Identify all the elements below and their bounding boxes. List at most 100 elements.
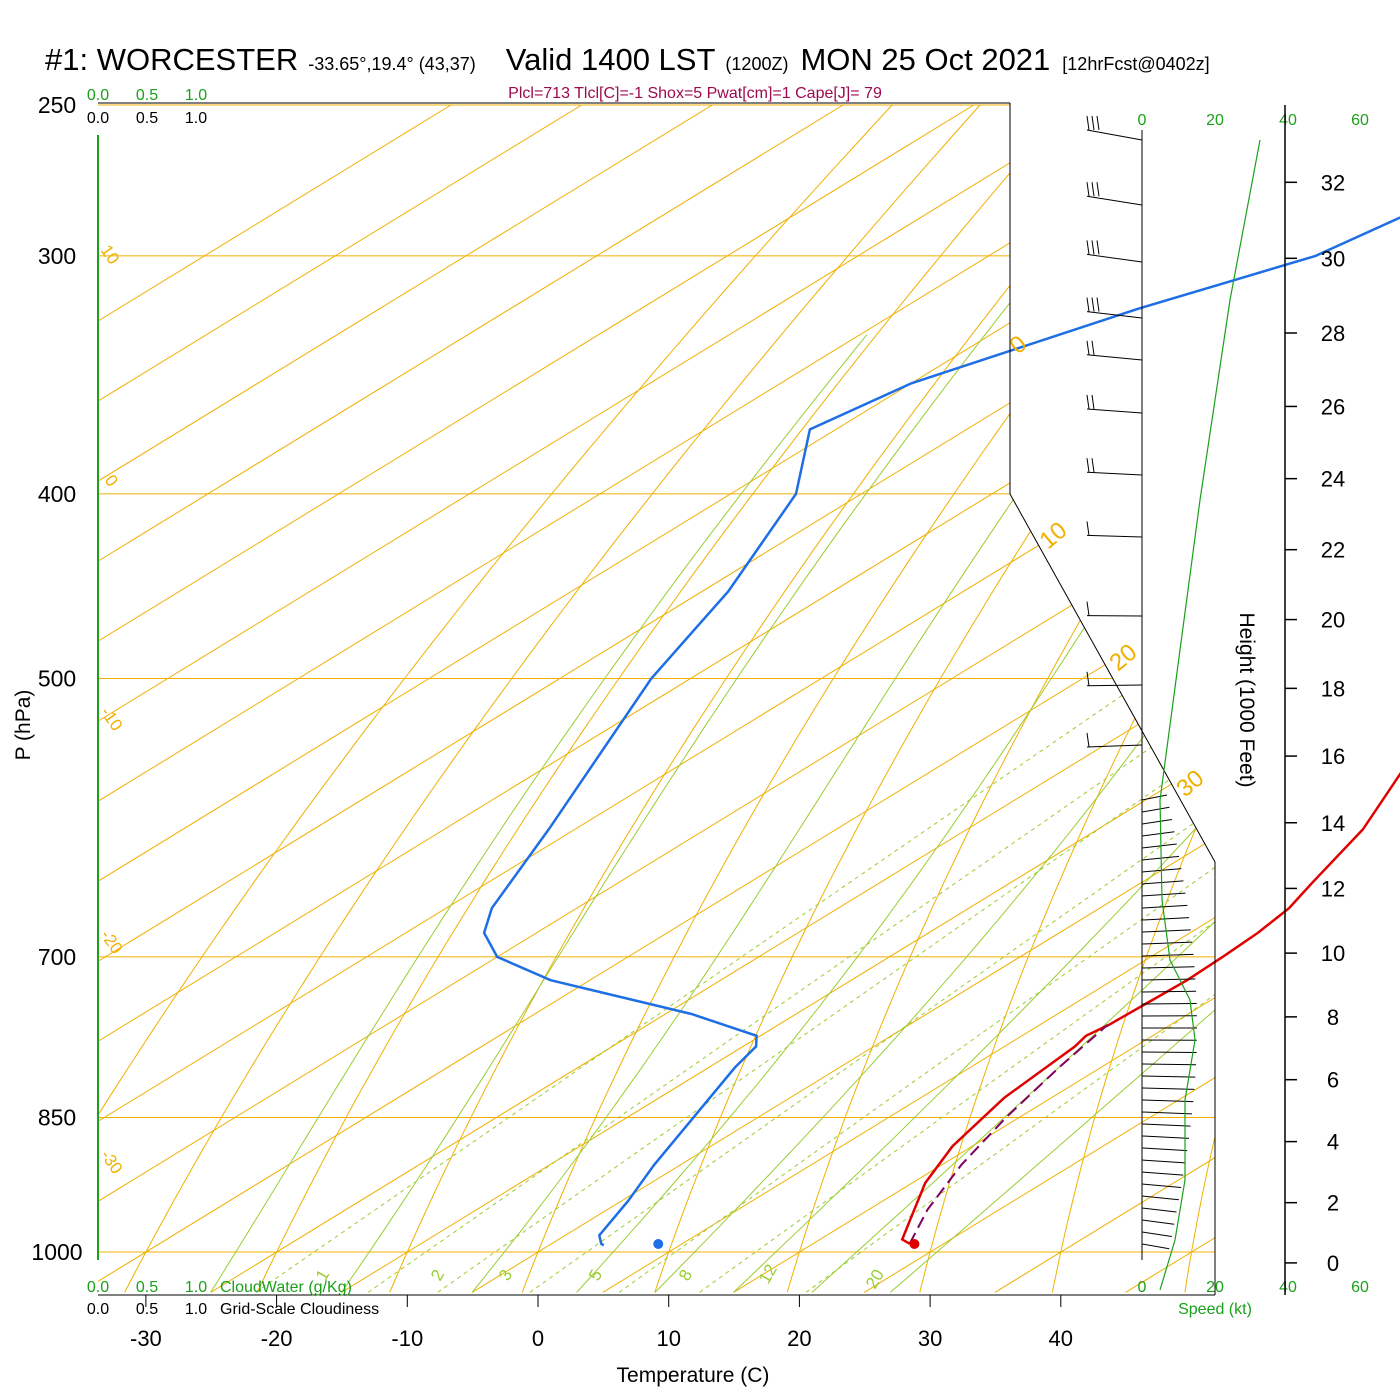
temperature-tick-label: 10 [656,1326,680,1351]
pressure-tick-label: 300 [38,243,76,269]
pressure-tick-label: 850 [38,1105,76,1131]
wind-barb-flag [1096,115,1100,131]
svg-text:20: 20 [1206,1279,1224,1296]
wind-barb [1141,990,1197,993]
wind-barb [1141,966,1195,969]
wind-barb [1141,1207,1177,1213]
wind-barb-flag [1096,182,1100,197]
temperature-profile [900,771,1400,1245]
pressure-tick-label: 400 [38,481,76,507]
wind-barb [1141,1063,1197,1066]
svg-text:20: 20 [1206,112,1224,129]
dry-adiabat [654,104,1215,1293]
isotherm-label: -30 [97,1146,127,1177]
cloud-scale-bottom: 0.0 0.5 1.0 CloudWater (g/Kg) 0.0 0.5 1.… [87,1279,379,1318]
temperature-axis-title: Temperature (C) [617,1364,770,1387]
wind-barb-flag [1091,297,1095,312]
wind-barb [1141,1123,1191,1127]
surface-dewpoint-dot [653,1239,664,1249]
wind-barb [1141,1219,1175,1225]
wind-barb-flag [1091,394,1095,410]
isotherm [98,104,974,1293]
svg-text:40: 40 [1279,1279,1297,1296]
isotherm [98,104,452,1293]
mixing-ratio-label: 12 [755,1261,781,1287]
height-tick-label: 2 [1327,1191,1339,1216]
isotherm-label: 0 [101,471,122,490]
wind-barb [1141,1087,1195,1090]
wind-barb [1141,1051,1197,1054]
isotherm [1125,104,1215,1293]
svg-text:0: 0 [1138,112,1147,129]
svg-text:0.5: 0.5 [136,1279,158,1296]
wind-barb [1141,880,1184,885]
svg-text:0: 0 [1138,1279,1147,1296]
temperature-tick-label: -20 [261,1326,293,1351]
wind-barb-flag [1086,340,1090,355]
svg-text:1.0: 1.0 [185,1279,207,1296]
wind-barbs [1086,115,1261,1291]
wind-barb [1141,843,1177,849]
wind-barb [1141,1075,1196,1078]
wind-barb [1141,1231,1172,1237]
pressure-tick-label: 1000 [31,1239,82,1265]
station-title: #1: WORCESTER -33.65°,19.4° (43,37) Valid … [45,42,1210,77]
profile-series [482,216,1400,1249]
isotherm [733,104,1215,1293]
wind-barb-flag [1091,115,1095,131]
wind-barb [1141,1243,1170,1250]
wind-barb [1141,978,1196,981]
height-tick-label: 26 [1321,394,1345,419]
wind-barb-flag [1091,240,1095,255]
wind-barb [1141,1171,1184,1176]
wind-barb [1141,904,1188,909]
background-grid [98,104,1215,1293]
wind-barb [1086,471,1143,476]
wind-barb-flag [1086,240,1090,255]
height-tick-label: 18 [1321,676,1345,701]
dry-adiabat [1184,104,1215,1293]
wind-barb [1086,354,1143,361]
wind-barb [1141,1135,1189,1139]
wind-barb-flag [1096,240,1100,255]
height-tick-label: 28 [1321,321,1345,346]
isotherm [602,104,1215,1293]
temperature-tick-label: 30 [918,1326,942,1351]
svg-text:0.5: 0.5 [136,87,158,104]
isotherm [98,104,1215,1293]
parcel-profile [908,1024,1109,1245]
isotherm [98,104,1215,1293]
wind-barb [1141,1183,1182,1188]
moist-adiabat [654,104,1215,1293]
height-tick-label: 24 [1321,467,1345,492]
cloudiness-title: Grid-Scale Cloudiness [220,1301,379,1318]
height-tick-label: 12 [1321,876,1345,901]
speed-scale-bottom: 0 20 40 60 Speed (kt) [1138,1279,1369,1318]
pressure-tick-label: 500 [38,666,76,692]
mixing-ratio-line [805,493,1215,1293]
isotherm [98,104,1215,1293]
svg-text:0.0: 0.0 [87,1301,109,1318]
isotherm [98,104,1105,1293]
svg-text:1.0: 1.0 [185,110,207,127]
svg-text:0.0: 0.0 [87,1279,109,1296]
temperature-ticks: -30 -20 -10 0 10 20 30 40 [130,1295,1073,1351]
temperature-tick-label: 0 [532,1326,544,1351]
svg-text:1.0: 1.0 [185,87,207,104]
height-tick-label: 14 [1321,811,1345,836]
pressure-axis-title: P (hPa) [12,690,35,761]
isotherm-label: 30 [1172,765,1210,803]
temperature-tick-label: 20 [787,1326,811,1351]
cloud-water-title: CloudWater (g/Kg) [220,1279,352,1296]
diagram-border [1009,103,1216,1295]
mixing-ratio-label: 8 [675,1266,696,1284]
dry-adiabat [256,104,1069,1293]
wind-barb [1141,819,1173,825]
mixing-ratio-label: 20 [862,1266,888,1292]
isotherm-labels-left: 10 0 -10 -20 -30 [97,241,127,1177]
mixing-ratio-line [255,493,1215,1293]
mixing-ratio-line [529,493,1215,1293]
height-tick-label: 20 [1321,608,1345,633]
